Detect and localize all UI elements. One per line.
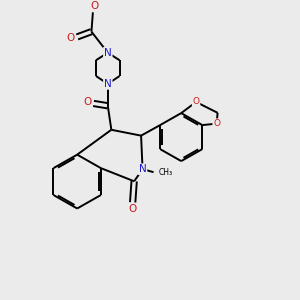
Text: O: O [213,119,220,128]
Text: O: O [193,98,200,106]
Text: O: O [128,204,137,214]
Text: O: O [83,97,92,107]
Text: O: O [67,33,75,43]
Text: N: N [104,79,112,89]
Text: O: O [90,2,98,11]
Text: N: N [104,48,112,58]
Text: N: N [139,164,146,174]
Text: CH₃: CH₃ [159,168,173,177]
